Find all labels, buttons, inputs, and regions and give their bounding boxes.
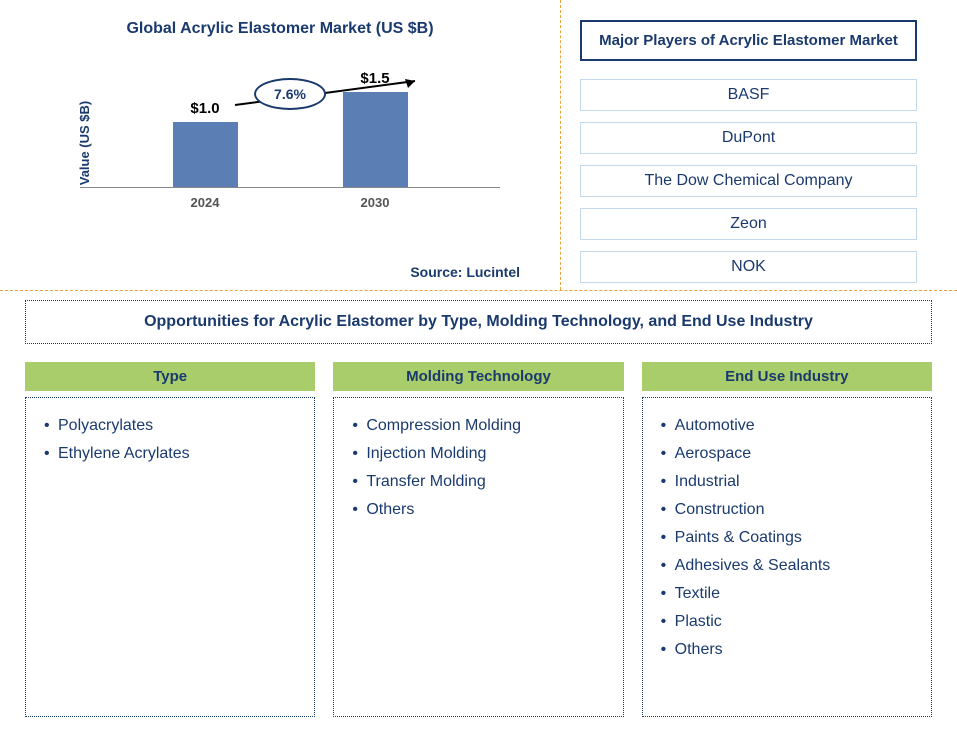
column-header: Molding Technology (333, 362, 623, 391)
bar-value-label: $1.0 (190, 100, 219, 117)
player-item: DuPont (580, 122, 917, 154)
column-item: Automotive (661, 412, 913, 440)
player-item: BASF (580, 79, 917, 111)
chart-title: Global Acrylic Elastomer Market (US $B) (30, 20, 530, 38)
column-item: Textile (661, 580, 913, 608)
players-area: Major Players of Acrylic Elastomer Marke… (560, 0, 957, 290)
column-item: Injection Molding (352, 440, 604, 468)
column-header: End Use Industry (642, 362, 932, 391)
column-item: Others (352, 496, 604, 524)
growth-rate-label: 7.6% (254, 78, 326, 110)
column-item: Industrial (661, 468, 913, 496)
chart-container: Value (US $B) 7.6% $1.02024$1.52030 (80, 68, 500, 218)
top-section: Global Acrylic Elastomer Market (US $B) … (0, 0, 957, 290)
column-item: Others (661, 636, 913, 664)
opportunity-column: End Use Industry AutomotiveAerospaceIndus… (642, 362, 932, 717)
column-body: PolyacrylatesEthylene Acrylates (25, 397, 315, 717)
column-header: Type (25, 362, 315, 391)
opportunity-column: Molding Technology Compression MoldingInj… (333, 362, 623, 717)
column-item: Compression Molding (352, 412, 604, 440)
opportunities-header: Opportunities for Acrylic Elastomer by T… (25, 300, 932, 344)
x-axis-label: 2024 (191, 195, 220, 210)
bar (173, 122, 238, 187)
column-item: Construction (661, 496, 913, 524)
player-item: NOK (580, 251, 917, 283)
column-item: Ethylene Acrylates (44, 440, 296, 468)
column-body: AutomotiveAerospaceIndustrialConstructio… (642, 397, 932, 717)
chart-area: Global Acrylic Elastomer Market (US $B) … (0, 0, 560, 290)
bar-group-2024: $1.02024 (173, 100, 238, 187)
column-item: Polyacrylates (44, 412, 296, 440)
opportunity-column: Type PolyacrylatesEthylene Acrylates (25, 362, 315, 717)
horizontal-divider (0, 290, 957, 291)
x-axis-label: 2030 (361, 195, 390, 210)
column-item: Plastic (661, 608, 913, 636)
column-item: Paints & Coatings (661, 524, 913, 552)
player-item: Zeon (580, 208, 917, 240)
source-label: Source: Lucintel (410, 264, 520, 280)
column-item: Transfer Molding (352, 468, 604, 496)
bottom-section: Opportunities for Acrylic Elastomer by T… (25, 300, 932, 717)
player-item: The Dow Chemical Company (580, 165, 917, 197)
column-body: Compression MoldingInjection MoldingTran… (333, 397, 623, 717)
vertical-divider (560, 0, 561, 290)
players-header: Major Players of Acrylic Elastomer Marke… (580, 20, 917, 61)
players-list: BASF DuPont The Dow Chemical Company Zeon NO… (580, 79, 917, 283)
opportunities-columns: TypePolyacrylatesEthylene AcrylatesMoldi… (25, 362, 932, 717)
column-item: Aerospace (661, 440, 913, 468)
column-item: Adhesives & Sealants (661, 552, 913, 580)
growth-indicator: 7.6% (254, 78, 326, 110)
